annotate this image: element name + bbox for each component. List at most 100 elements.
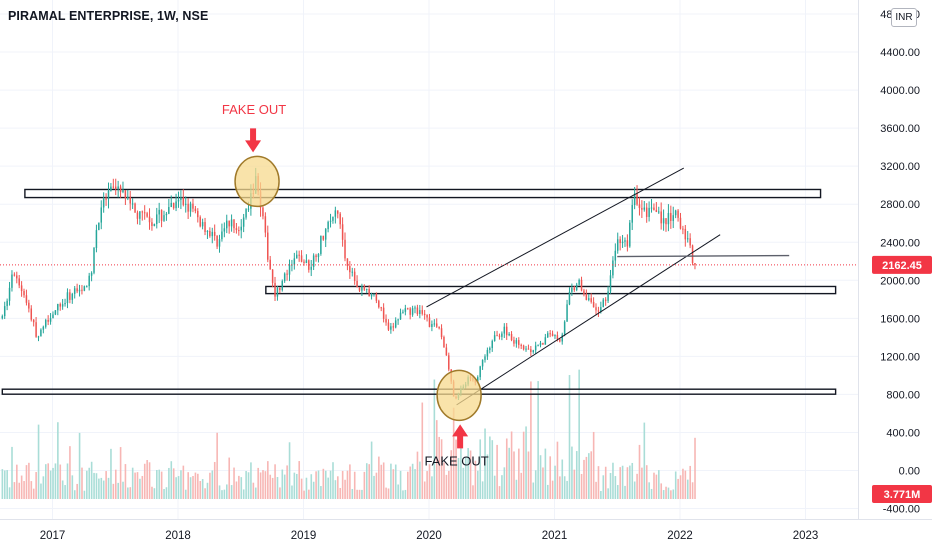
candle-body [189,203,192,212]
candle-body [206,230,209,232]
candle-body [568,291,571,305]
candle-body [170,202,172,208]
volume-bar [344,479,346,499]
currency-badge[interactable]: INR [891,8,917,27]
candle-body [571,287,573,292]
price-tick-label: 1200.00 [880,351,920,363]
candle-body [448,355,450,370]
candle-body [327,221,329,230]
annotation-label: FAKE OUT [424,454,488,469]
volume-bar [493,475,496,499]
trendline [617,254,790,258]
candle-body [238,230,240,232]
volume-bar [662,490,665,499]
candle-body [597,310,600,312]
candle-body [650,207,653,209]
volume-bar [595,481,597,499]
candle-body [373,293,375,295]
volume-bar [358,489,361,499]
volume-bar [163,489,165,499]
volume-bar [433,379,436,499]
candle-body [414,307,416,309]
volume-bar [563,476,566,499]
volume-bar [160,471,163,499]
candle-body [276,287,279,297]
volume-bar [672,489,675,499]
volume-bar [474,460,477,499]
candle-body [93,247,95,273]
volume-bar [148,462,151,499]
candle-body [346,258,349,267]
volume-bar [682,468,684,499]
candle-body [37,336,40,338]
volume-bar [281,469,284,499]
volume-bar [349,464,351,499]
candle-body [515,340,518,344]
volume-bar [677,478,679,499]
volume-bar [238,475,240,499]
candle-body [592,301,595,308]
volume-bar [187,472,189,499]
price-tick-label: -400.00 [883,504,920,516]
volume-bar [539,455,542,499]
volume-bar [129,487,132,499]
candle-body [317,253,320,258]
volume-bar [546,484,549,499]
volume-bar [300,478,303,499]
volume-bar [267,461,269,499]
volume-bar [368,464,370,499]
volume-bar [597,466,600,499]
volume-bar [143,463,146,499]
candle-body [235,228,238,231]
volume-bar [197,473,199,499]
volume-bar [604,466,607,499]
candle-body [539,342,542,346]
candle-body [71,293,74,300]
candle-body [629,222,631,247]
candle-body [508,333,510,336]
candle-body [537,345,539,347]
volume-bar [194,472,197,499]
volume-bar [100,477,103,499]
candle-body [146,213,148,217]
volume-bar [643,422,646,499]
candle-body [358,287,361,291]
volume-bar [356,489,358,499]
volume-bar [428,464,431,499]
volume-bar [332,462,334,499]
price-tick-label: 2400.00 [880,237,920,249]
volume-bar [667,487,670,499]
volume-bar [394,464,397,499]
volume-bar [73,490,76,499]
price-tick-label: 3600.00 [880,123,920,135]
volume-bar [86,470,88,499]
volume-bar [105,471,107,499]
candle-body [665,218,667,225]
volume-bar [472,485,474,499]
candle-body [370,294,373,297]
candle-body [283,273,286,282]
candle-body [35,322,37,337]
volume-bar [18,482,21,499]
volume-bar [426,471,428,499]
candle-body [619,239,621,244]
candle-body [351,271,354,273]
volume-bar [626,467,629,499]
volume-bar [76,483,78,499]
volume-bar [629,465,631,499]
candle-body [281,281,284,291]
candle-body [392,326,395,328]
volume-bar [42,476,45,499]
volume-bar [252,482,255,499]
candle-body [247,208,250,210]
volume-bar [57,422,59,499]
price-tick-label: 800.00 [886,389,920,401]
candle-body [525,348,527,350]
candle-body [136,212,139,219]
volume-bar [530,381,532,499]
volume-bar [631,462,634,499]
volume-bar [226,484,228,499]
candle-body [677,210,679,218]
